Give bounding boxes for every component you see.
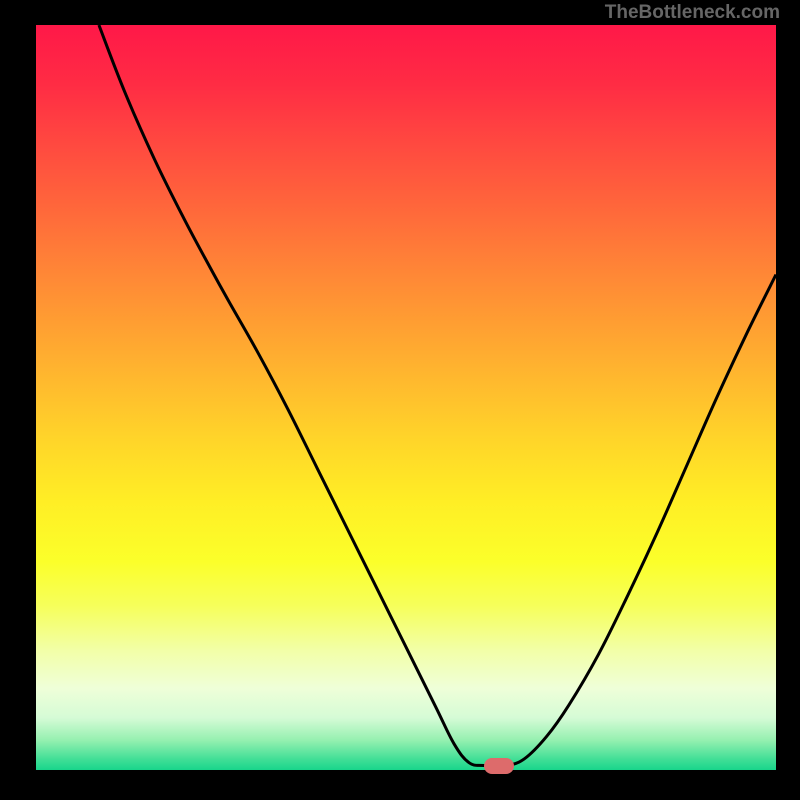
- bottleneck-curve: [36, 25, 776, 770]
- plot-area: [36, 25, 776, 770]
- optimal-marker: [484, 758, 514, 774]
- watermark-text: TheBottleneck.com: [605, 2, 780, 24]
